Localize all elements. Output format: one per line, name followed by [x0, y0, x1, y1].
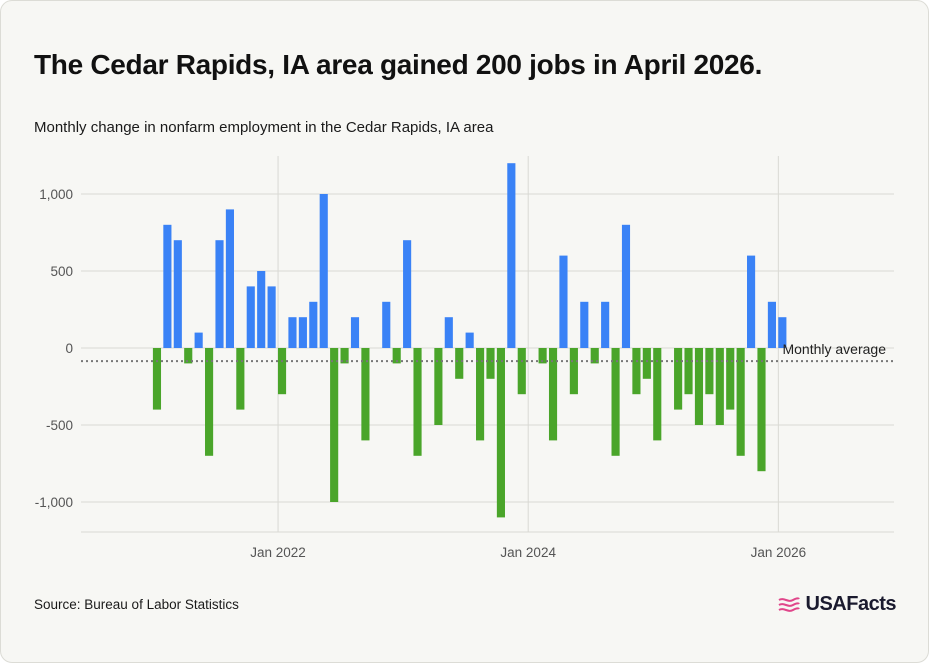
bar[interactable] — [298, 317, 307, 348]
bar[interactable] — [747, 255, 756, 348]
chart-title: The Cedar Rapids, IA area gained 200 job… — [34, 49, 763, 80]
axis-labels: 1,000 500 0 -500 -1,000 Jan 2022 Jan 2024 Jan 2… — [35, 187, 806, 560]
bar[interactable] — [559, 255, 568, 348]
y-tick-label: 1,000 — [39, 187, 73, 202]
bar[interactable] — [715, 348, 724, 425]
bar[interactable] — [392, 348, 401, 364]
bar[interactable] — [580, 301, 589, 348]
bar[interactable] — [152, 348, 162, 410]
bar[interactable] — [309, 301, 318, 348]
bar[interactable] — [642, 348, 651, 379]
bar[interactable] — [215, 240, 224, 348]
bar[interactable] — [434, 348, 443, 425]
bar[interactable] — [184, 348, 193, 364]
average-label: Monthly average — [782, 341, 886, 357]
bar[interactable] — [194, 332, 203, 348]
bar[interactable] — [340, 348, 349, 364]
bar[interactable] — [455, 348, 464, 379]
bar[interactable] — [569, 348, 578, 395]
bar[interactable] — [538, 348, 547, 364]
bar[interactable] — [684, 348, 693, 395]
bar[interactable] — [601, 301, 610, 348]
x-tick-label: Jan 2024 — [500, 545, 556, 560]
bar[interactable] — [611, 348, 620, 456]
bar[interactable] — [205, 348, 214, 456]
bar[interactable] — [361, 348, 370, 441]
flag-icon — [778, 596, 800, 612]
bar[interactable] — [163, 224, 172, 348]
bar[interactable] — [173, 240, 182, 348]
bar[interactable] — [653, 348, 662, 441]
bar[interactable] — [507, 163, 516, 348]
bar[interactable] — [330, 348, 339, 502]
bar[interactable] — [548, 348, 558, 441]
monthly-average: Monthly average — [81, 341, 894, 363]
bar[interactable] — [486, 348, 495, 379]
bar[interactable] — [288, 317, 297, 348]
bar[interactable] — [590, 348, 599, 364]
bar[interactable] — [257, 271, 266, 348]
y-tick-label: 500 — [50, 264, 73, 279]
bar[interactable] — [674, 348, 683, 410]
bar[interactable] — [444, 317, 453, 348]
bar[interactable] — [319, 194, 328, 348]
x-tick-label: Jan 2022 — [250, 545, 306, 560]
bar[interactable] — [246, 286, 255, 348]
chart-subtitle: Monthly change in nonfarm employment in … — [34, 119, 494, 136]
bar[interactable] — [350, 317, 360, 348]
bar[interactable] — [236, 348, 245, 410]
bar[interactable] — [632, 348, 641, 395]
bar[interactable] — [225, 209, 234, 348]
y-tick-label: 0 — [65, 341, 73, 356]
bar[interactable] — [277, 348, 287, 395]
y-tick-label: -1,000 — [35, 495, 73, 510]
bar[interactable] — [496, 348, 505, 518]
bar[interactable] — [476, 348, 485, 441]
source-note: Source: Bureau of Labor Statistics — [34, 597, 239, 612]
bar[interactable] — [726, 348, 735, 410]
bar[interactable] — [736, 348, 745, 456]
usafacts-logo[interactable]: USAFacts — [777, 593, 897, 616]
bar[interactable] — [413, 348, 422, 456]
bar[interactable] — [778, 317, 787, 348]
bar[interactable] — [621, 224, 631, 348]
bar-chart: Monthly average 1,000 500 0 -500 -1,000 Jan 2… — [35, 156, 894, 560]
bars — [152, 163, 787, 518]
bar[interactable] — [267, 286, 276, 348]
bar[interactable] — [767, 301, 776, 348]
bar[interactable] — [382, 301, 391, 348]
x-tick-label: Jan 2026 — [751, 545, 807, 560]
bar[interactable] — [517, 348, 526, 395]
brand-name: USAFacts — [805, 593, 897, 615]
bar[interactable] — [465, 332, 474, 348]
bar[interactable] — [705, 348, 714, 395]
bar[interactable] — [757, 348, 766, 472]
bar[interactable] — [694, 348, 704, 425]
y-tick-label: -500 — [46, 418, 73, 433]
bar[interactable] — [403, 240, 412, 348]
